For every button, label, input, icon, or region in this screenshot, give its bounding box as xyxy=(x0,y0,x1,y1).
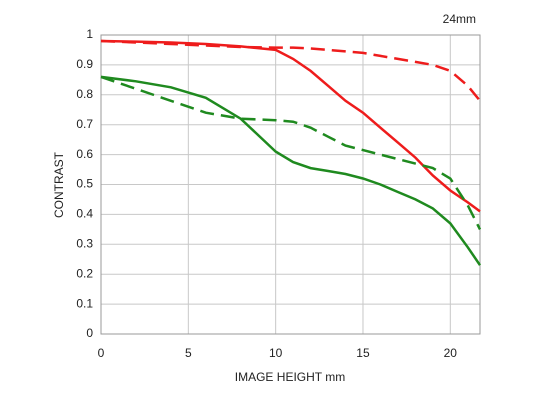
y-tick-label: 0.6 xyxy=(76,147,93,161)
y-tick-label: 0.8 xyxy=(76,87,93,101)
series-line xyxy=(100,75,482,266)
y-tick-label: 0.4 xyxy=(76,207,93,221)
y-tick-label: 1 xyxy=(86,27,93,41)
y-tick-label: 0.3 xyxy=(76,236,93,250)
y-tick-label: 0.5 xyxy=(76,177,93,191)
x-tick-label: 0 xyxy=(98,346,105,360)
y-tick-label: 0 xyxy=(86,326,93,340)
series-line xyxy=(100,39,481,213)
y-tick-label: 0.2 xyxy=(76,266,93,280)
y-tick-label: 0.1 xyxy=(76,296,93,310)
series-line xyxy=(100,75,482,230)
x-tick-label: 15 xyxy=(356,346,370,360)
x-tick-label: 5 xyxy=(185,346,192,360)
x-tick-label: 20 xyxy=(444,346,458,360)
y-axis-label: CONTRAST xyxy=(52,151,66,218)
x-axis-label: IMAGE HEIGHT mm xyxy=(235,370,345,384)
plot-frame xyxy=(100,34,481,335)
x-tick-label: 10 xyxy=(269,346,283,360)
annotation: 24mm xyxy=(443,12,476,26)
y-tick-label: 0.7 xyxy=(76,117,93,131)
series-line xyxy=(100,39,481,102)
y-tick-label: 0.9 xyxy=(76,57,93,71)
